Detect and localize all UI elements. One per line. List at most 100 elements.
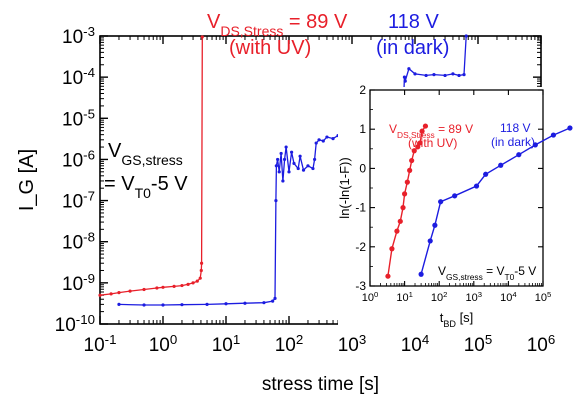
data-point: [317, 138, 321, 142]
data-point: [276, 157, 280, 162]
inset-data-point: [389, 246, 395, 252]
y-tick-label-part: -3: [83, 24, 95, 39]
y-tick-label: 10-10: [55, 312, 95, 337]
y-tick-label-part: 10: [55, 315, 76, 336]
inset-data-point: [432, 222, 438, 228]
data-point: [306, 164, 310, 168]
inset-y-tick-label: 0: [359, 161, 366, 175]
data-point: [277, 170, 281, 174]
data-point: [142, 287, 146, 292]
inset-data-point: [516, 152, 522, 158]
inset-y-tick-label: 1: [359, 122, 366, 136]
x-tick-label-part: 10: [84, 335, 105, 356]
x-tick-label-part: 10: [149, 335, 170, 356]
x-tick-label-part: 10: [338, 335, 359, 356]
x-tick-label: 10-1: [84, 332, 117, 357]
blue-label-line2: (in dark): [376, 37, 449, 59]
data-point: [200, 261, 204, 265]
inset-vgs-label: VGS,stress = VT0-5 V: [438, 264, 536, 282]
x-tick-label-part: 1: [233, 332, 240, 347]
inset-x-tick-label: 102: [431, 290, 448, 305]
inset-x-tick-label: 104: [500, 290, 517, 305]
x-tick-label-part: 2: [296, 332, 303, 347]
data-point: [279, 151, 283, 156]
y-tick-label: 10-6: [62, 147, 95, 172]
data-point: [403, 79, 407, 83]
inset-red-label-line1-part: = 89 V: [438, 122, 473, 136]
inset-data-point: [417, 140, 423, 146]
inset-data-point: [394, 228, 400, 234]
inset-y-tick-label: -1: [355, 201, 366, 215]
data-point: [224, 302, 228, 306]
inset-x-tick-label-part: 10: [396, 292, 408, 304]
inset-x-axis-label: tBD [s]: [440, 310, 474, 329]
x-tick-label-part: 4: [422, 332, 429, 347]
vgs-label-line2-part: = V: [104, 173, 135, 195]
blue-annotation: 118 V (in dark): [376, 11, 449, 59]
data-point: [451, 72, 455, 76]
data-point: [199, 268, 203, 273]
x-tick-label-part: 6: [548, 332, 555, 347]
vgs-annotation: VGS,stress = VT0-5 V: [104, 140, 188, 201]
data-point: [296, 166, 300, 171]
data-point: [292, 161, 296, 166]
data-point: [117, 302, 121, 306]
data-point: [142, 303, 146, 307]
inset-data-point: [419, 128, 425, 134]
inset-vgs-label-part: = V: [486, 264, 504, 278]
inset-blue-label-line2: (in dark): [491, 135, 535, 149]
inset-blue-label-line1: 118 V: [500, 121, 530, 135]
data-point: [186, 282, 190, 286]
data-point: [462, 73, 466, 77]
inset-y-tick-label: 2: [359, 83, 366, 97]
inset-vgs-label-part: -5 V: [514, 264, 536, 278]
inset-data-point: [418, 271, 424, 277]
y-tick-label: 10-7: [62, 188, 95, 213]
y-tick-label: 10-8: [62, 229, 95, 254]
inset-x-tick-label-part: 2: [443, 290, 447, 299]
inset-red-label-line1-part: DS,Stress: [397, 130, 435, 140]
y-tick-label: 10-3: [62, 24, 95, 49]
inset-data-point: [532, 142, 538, 148]
data-point: [464, 34, 468, 38]
inset-x-tick-label: 103: [466, 290, 483, 305]
inset-data-point: [402, 191, 408, 197]
y-tick-label-part: -10: [76, 312, 95, 327]
inset-data-point: [438, 199, 444, 205]
inset-vgs-label-part: T0: [504, 272, 514, 282]
data-point: [109, 292, 113, 296]
x-tick-label-part: 10: [401, 335, 422, 356]
y-axis-label: I_G [A]: [16, 149, 38, 211]
x-axis-label: stress time [s]: [262, 374, 379, 395]
x-tick-label: 104: [401, 332, 430, 357]
inset-y-tick-label: -3: [355, 279, 366, 293]
data-point: [98, 293, 102, 297]
y-tick-label: 10-9: [62, 270, 95, 295]
data-point: [287, 170, 291, 174]
inset-vgs-label-part: V: [438, 264, 446, 278]
y-tick-label-part: -5: [83, 106, 95, 121]
inset-data-point: [422, 123, 429, 129]
data-point: [161, 303, 165, 307]
y-tick-label-part: 10: [62, 68, 83, 89]
y-tick-label-part: 10: [62, 27, 83, 48]
inset-red-label-line2: (with UV): [408, 136, 457, 150]
red-label-line1: VDS,Stress = 89 V: [207, 11, 348, 39]
inset-data-point: [385, 273, 391, 279]
x-tick-label: 105: [464, 332, 493, 357]
data-point: [282, 157, 287, 162]
data-point: [331, 137, 335, 141]
data-point: [180, 303, 184, 307]
inset-data-point: [407, 167, 413, 173]
inset-x-tick-label-part: 1: [409, 290, 413, 299]
data-point: [407, 67, 411, 71]
inset-data-point: [483, 171, 489, 177]
data-point: [313, 157, 317, 162]
data-point: [281, 179, 285, 183]
data-point: [284, 145, 288, 149]
inset-data-point: [404, 179, 410, 185]
x-tick-label-part: 10: [275, 335, 296, 356]
inset-x-tick-label: 100: [362, 290, 379, 305]
data-point: [402, 75, 407, 79]
vgs-label-line2: = VT0-5 V: [104, 173, 188, 201]
